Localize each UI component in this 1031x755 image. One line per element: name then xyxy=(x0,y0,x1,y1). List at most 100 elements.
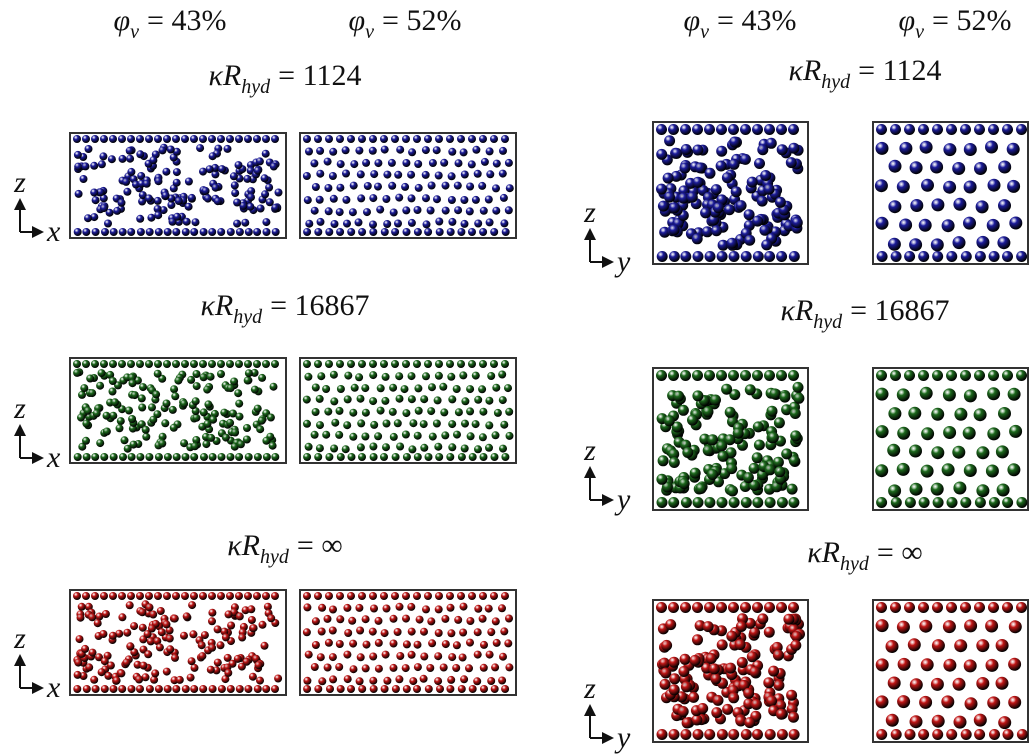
particle xyxy=(952,677,966,691)
particle xyxy=(199,135,207,143)
particle xyxy=(343,675,352,684)
particle xyxy=(407,170,416,179)
particle xyxy=(73,228,82,236)
particle xyxy=(896,620,910,634)
particle xyxy=(199,167,207,176)
particle xyxy=(318,603,327,612)
particle xyxy=(702,406,714,418)
particle xyxy=(161,419,170,428)
particle xyxy=(400,385,409,394)
particle xyxy=(108,387,117,396)
particle xyxy=(202,440,211,449)
particle xyxy=(457,592,465,600)
particle xyxy=(396,145,405,154)
particle xyxy=(344,371,353,380)
particle xyxy=(501,592,509,600)
particle xyxy=(664,135,676,147)
particle xyxy=(217,228,226,236)
particle xyxy=(1002,124,1013,135)
particle xyxy=(707,469,718,480)
particle xyxy=(130,391,139,400)
particle xyxy=(123,187,132,196)
particle xyxy=(192,413,201,422)
particle xyxy=(73,453,82,461)
particle xyxy=(943,180,957,194)
particle xyxy=(976,639,990,653)
particle xyxy=(328,653,337,662)
particle xyxy=(303,228,312,236)
particle xyxy=(704,167,716,179)
particle xyxy=(899,218,913,232)
particle xyxy=(761,239,773,251)
particle xyxy=(989,729,1000,740)
particle xyxy=(257,416,266,425)
particle xyxy=(692,370,703,381)
particle xyxy=(330,397,339,406)
particle xyxy=(885,713,899,727)
particle xyxy=(692,124,703,135)
particle xyxy=(952,236,966,250)
particle xyxy=(428,432,437,441)
particle xyxy=(323,614,332,623)
particle xyxy=(233,219,242,228)
particle xyxy=(175,675,184,684)
particle xyxy=(91,228,100,236)
particle xyxy=(665,619,677,631)
particle xyxy=(408,445,417,454)
particle xyxy=(205,165,214,174)
particle xyxy=(931,446,945,460)
rhs: = 16867 xyxy=(270,289,369,322)
particle xyxy=(145,685,154,693)
particle xyxy=(158,146,167,155)
particle xyxy=(433,396,442,405)
particle xyxy=(744,234,756,246)
particle xyxy=(304,650,313,659)
particle xyxy=(420,652,429,661)
particle xyxy=(946,370,957,381)
particle xyxy=(459,602,468,611)
particle xyxy=(414,160,423,168)
particle xyxy=(452,385,461,393)
particle xyxy=(501,453,510,461)
particle xyxy=(875,464,889,478)
particle xyxy=(234,389,243,398)
particle xyxy=(336,228,345,236)
particle xyxy=(269,162,278,171)
particle xyxy=(668,457,680,468)
particle xyxy=(670,170,682,182)
particle xyxy=(380,629,389,638)
particle xyxy=(163,360,171,368)
particle xyxy=(369,442,378,451)
particle xyxy=(963,180,977,194)
symbol: φ xyxy=(684,4,701,37)
particle xyxy=(154,211,163,220)
particle xyxy=(726,463,738,475)
particle xyxy=(92,409,101,418)
particle xyxy=(314,685,323,693)
particle xyxy=(963,389,977,403)
particle xyxy=(133,660,142,669)
particle xyxy=(250,368,259,377)
particle xyxy=(485,421,494,430)
particle xyxy=(722,703,734,715)
rhs: = 16867 xyxy=(850,294,949,327)
particle xyxy=(343,650,352,659)
particle xyxy=(90,675,99,684)
particle xyxy=(413,685,421,693)
particle xyxy=(166,145,175,154)
particle xyxy=(331,418,340,427)
particle xyxy=(135,675,144,684)
particle xyxy=(330,444,339,453)
particle xyxy=(468,228,476,236)
particle xyxy=(358,360,366,368)
particle xyxy=(752,602,763,613)
particle xyxy=(492,638,501,647)
particle xyxy=(153,410,162,419)
particle xyxy=(471,371,480,380)
particle xyxy=(97,160,106,169)
particle xyxy=(985,619,999,633)
particle xyxy=(271,203,280,212)
particle xyxy=(274,674,283,683)
particle xyxy=(349,665,358,674)
particle xyxy=(419,420,428,429)
